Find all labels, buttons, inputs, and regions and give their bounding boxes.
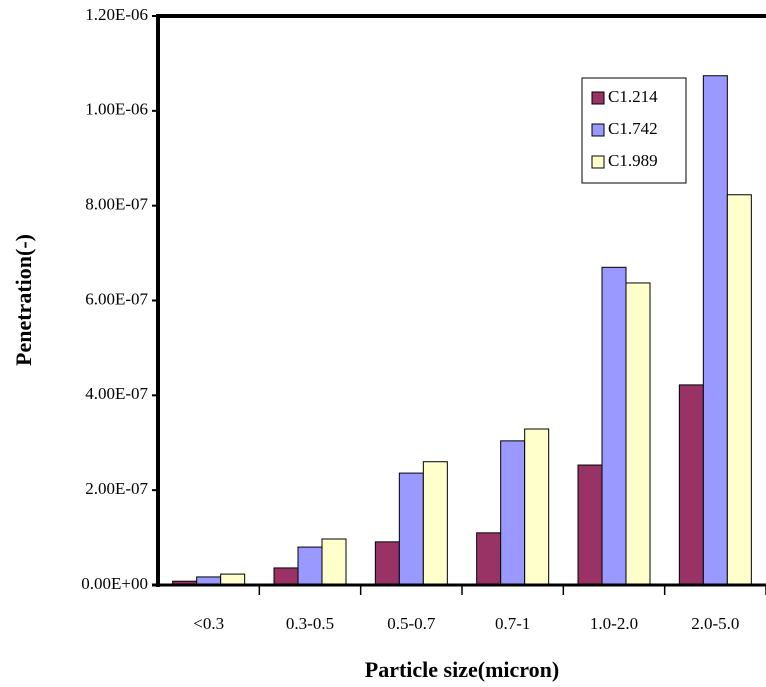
bar bbox=[273, 567, 299, 586]
bar bbox=[577, 464, 603, 586]
y-tick-label: 4.00E-07 bbox=[85, 384, 148, 403]
bar bbox=[524, 428, 550, 586]
bar bbox=[398, 472, 424, 586]
y-tick-label: 0.00E+00 bbox=[81, 574, 148, 593]
bar bbox=[220, 573, 246, 586]
y-tick-label: 1.00E-06 bbox=[85, 100, 148, 119]
bar bbox=[297, 546, 323, 586]
legend-swatch bbox=[591, 155, 605, 169]
y-tick-label: 1.20E-06 bbox=[85, 5, 148, 24]
bar bbox=[500, 440, 526, 586]
legend-swatch bbox=[591, 123, 605, 137]
x-tick-label: 0.7-1 bbox=[495, 614, 530, 633]
legend-label: C1.742 bbox=[608, 119, 658, 138]
x-tick-label: 0.3-0.5 bbox=[286, 614, 334, 633]
x-tick-label: 0.5-0.7 bbox=[387, 614, 436, 633]
legend-label: C1.214 bbox=[608, 87, 658, 106]
bar bbox=[702, 75, 728, 586]
x-tick-label: 1.0-2.0 bbox=[590, 614, 638, 633]
bar bbox=[678, 384, 704, 586]
x-tick-label: <0.3 bbox=[193, 614, 224, 633]
y-tick-label: 8.00E-07 bbox=[85, 195, 148, 214]
bar bbox=[625, 282, 651, 586]
bar bbox=[321, 538, 347, 586]
x-tick-label: 2.0-5.0 bbox=[691, 614, 739, 633]
bar bbox=[601, 266, 627, 586]
y-tick-label: 2.00E-07 bbox=[85, 479, 148, 498]
bar bbox=[726, 194, 752, 586]
legend-label: C1.989 bbox=[608, 151, 658, 170]
y-tick-label: 6.00E-07 bbox=[85, 289, 148, 308]
legend-swatch bbox=[591, 91, 605, 105]
x-axis-title: Particle size(micron) bbox=[365, 657, 559, 682]
y-axis-title: Penetration(-) bbox=[11, 234, 36, 366]
bar bbox=[476, 532, 502, 586]
bar bbox=[422, 461, 448, 586]
bar bbox=[374, 541, 400, 586]
